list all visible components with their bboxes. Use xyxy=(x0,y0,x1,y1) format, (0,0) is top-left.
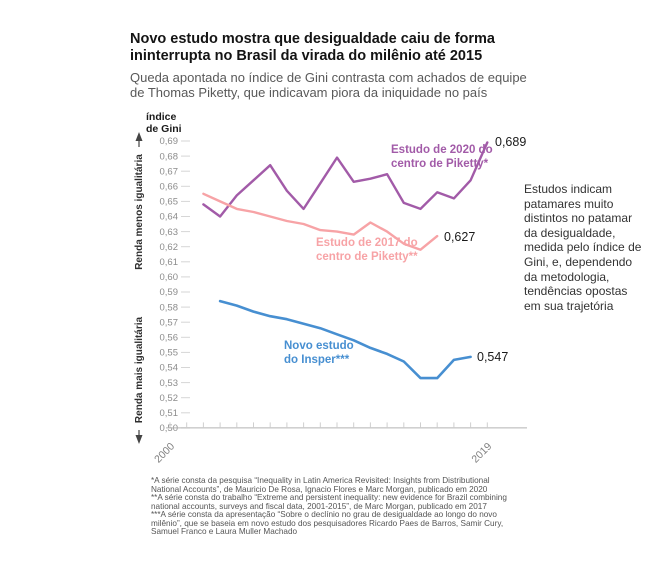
y-tick-label: 0,57 xyxy=(160,317,179,328)
y-tick-label: 0,51 xyxy=(160,408,179,419)
svg-text:Renda mais igualitária: Renda mais igualitária xyxy=(134,316,145,423)
text-line: da desigualdade, xyxy=(524,225,616,240)
svg-text:do Insper***: do Insper*** xyxy=(284,354,350,366)
plot-area: 0,69 0,68 0,67 0,66 0,65 0,64 0,63 0,62 0,61 0,60… xyxy=(152,136,527,466)
annotation-renda-mais: Renda mais igualitária xyxy=(134,316,145,444)
series-label-insper: Novo estudo do Insper*** xyxy=(284,340,354,366)
text-line: ininterrupta no Brasil da virada do milê… xyxy=(130,47,483,64)
text-line: em sua trajetória xyxy=(524,298,614,313)
y-tick-label: 0,62 xyxy=(160,242,179,253)
text-line: Samuel Franco e Laura Muller Machado xyxy=(151,527,298,536)
svg-text:Novo estudo: Novo estudo xyxy=(284,340,354,352)
aside-note: Estudos indicam patamares muito distintos … xyxy=(524,182,656,313)
text-line: National Accounts”, de Mauricio De Rosa,… xyxy=(151,484,488,494)
svg-text:centro de Piketty*: centro de Piketty* xyxy=(391,158,489,170)
y-tick-label: 0,64 xyxy=(160,212,179,223)
series-line xyxy=(202,141,489,218)
text-line: tendências opostas xyxy=(524,284,628,299)
y-tick-label: 0,66 xyxy=(160,182,179,193)
y-tick-label: 0,55 xyxy=(160,348,179,359)
text-line: patamares muito xyxy=(524,196,614,211)
series-label-piketty-2020: Estudo de 2020 do centro de Piketty* xyxy=(391,144,493,170)
text-line: Queda apontada no índice de Gini contras… xyxy=(130,70,527,85)
y-tick-label: 0,63 xyxy=(160,227,179,238)
svg-text:centro de Piketty**: centro de Piketty** xyxy=(316,251,418,263)
y-tick-label: 0,54 xyxy=(160,363,179,374)
annotation-renda-menos: Renda menos igualitária xyxy=(134,132,145,270)
y-tick-label: 0,53 xyxy=(160,378,179,389)
text-line: Novo estudo mostra que desigualdade caiu… xyxy=(130,31,495,47)
svg-text:Estudo de 2017 do: Estudo de 2017 do xyxy=(316,237,418,249)
end-value-label-piketty-2017: 0,627 xyxy=(444,230,475,244)
footnotes: *A série consta da pesquisa “Inequality … xyxy=(151,476,553,537)
text-line: **A série consta do trabalho “Extreme an… xyxy=(151,493,507,502)
series-line xyxy=(218,299,472,380)
end-value-label-piketty-2020: 0,689 xyxy=(495,135,526,149)
series-line xyxy=(202,192,439,251)
y-tick-label: 0,65 xyxy=(160,197,179,208)
text-line: medida pelo índice de xyxy=(524,240,642,255)
text-line: da metodologia, xyxy=(524,269,610,284)
x-tick-label: 2000 xyxy=(152,440,177,465)
up-arrow-icon xyxy=(135,132,143,141)
chart-title: Novo estudo mostra que desigualdade caiu… xyxy=(130,31,500,64)
y-tick-label: 0,56 xyxy=(160,333,179,344)
text-line: national accounts, surveys and fiscal da… xyxy=(151,501,487,511)
series-label-piketty-2017: Estudo de 2017 do centro de Piketty** xyxy=(316,237,418,263)
text-line: Gini, e, dependendo xyxy=(524,254,633,269)
text-line: Estudos indicam xyxy=(524,182,613,196)
svg-text:Estudo de 2020 do: Estudo de 2020 do xyxy=(391,144,493,156)
end-value-label-insper: 0,547 xyxy=(477,350,508,364)
y-axis-title-line2: de Gini xyxy=(146,123,182,135)
y-tick-label: 0,58 xyxy=(160,302,179,313)
y-tick-label: 0,52 xyxy=(160,393,179,404)
svg-text:Renda menos igualitária: Renda menos igualitária xyxy=(134,154,145,270)
down-arrow-icon xyxy=(135,435,143,444)
y-tick-label: 0,50 xyxy=(160,423,179,434)
text-line: *A série consta da pesquisa “Inequality … xyxy=(151,476,490,485)
text-line: de Thomas Piketty, que indicavam piora d… xyxy=(130,85,488,101)
y-tick-label: 0,60 xyxy=(160,272,179,283)
y-tick-label: 0,59 xyxy=(160,287,179,298)
text-line: distintos no patamar xyxy=(524,211,633,226)
y-tick-label: 0,69 xyxy=(160,136,179,147)
chart-subtitle: Queda apontada no índice de Gini contras… xyxy=(130,70,580,100)
x-tick-label: 2019 xyxy=(469,440,494,465)
text-line: milênio”, que se baseia em novo estudo d… xyxy=(151,518,504,528)
y-tick-label: 0,67 xyxy=(160,166,179,177)
y-axis-title-line1: índice xyxy=(146,111,177,123)
y-tick-label: 0,61 xyxy=(160,257,179,268)
text-line: ***A série consta da apresentação “Sobre… xyxy=(151,510,497,519)
y-tick-label: 0,68 xyxy=(160,151,179,162)
